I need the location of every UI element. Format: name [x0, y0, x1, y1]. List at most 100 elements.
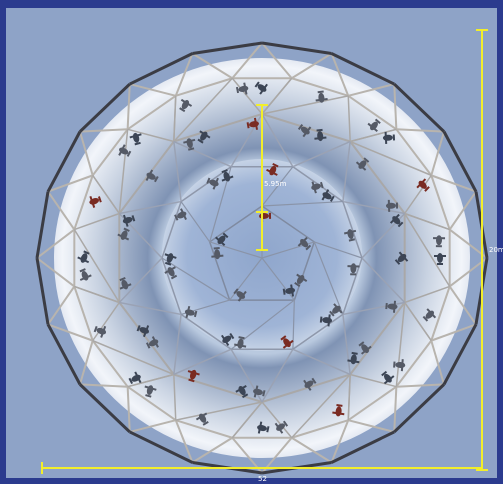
figure — [294, 273, 308, 287]
figure-limb — [170, 274, 178, 280]
figure — [254, 81, 268, 95]
frame-strut — [261, 42, 293, 79]
frame-strut — [92, 302, 120, 342]
frame-strut — [92, 339, 175, 376]
figure-limb — [183, 138, 196, 144]
frame-strut — [292, 140, 351, 168]
frame-strut — [192, 41, 263, 56]
frame-strut — [35, 257, 50, 325]
frame-strut — [173, 374, 177, 421]
frame-strut — [129, 52, 194, 86]
figure — [382, 131, 396, 144]
frame-strut — [342, 200, 405, 215]
frame-strut — [74, 212, 120, 231]
figure — [274, 420, 289, 434]
figure-limb — [119, 276, 126, 282]
figure-limb — [233, 288, 239, 295]
figure — [393, 359, 406, 372]
frame-strut — [348, 419, 395, 433]
frame-strut — [79, 383, 128, 388]
frame-strut — [449, 228, 488, 259]
figure-limb — [235, 86, 240, 94]
frame-strut — [395, 302, 406, 387]
figure-limb — [242, 393, 249, 399]
frame-strut — [127, 385, 177, 421]
frame-strut — [342, 201, 363, 259]
frame-strut — [35, 191, 50, 259]
figure-limb — [392, 300, 397, 313]
frame-strut — [396, 383, 445, 388]
figure — [234, 336, 247, 349]
figure-limb — [246, 122, 250, 129]
figure-limb — [128, 377, 134, 385]
frame-strut — [208, 241, 231, 301]
figure-limb — [311, 181, 317, 194]
figure-limb — [180, 98, 193, 107]
figure — [89, 195, 102, 208]
figure-limb — [235, 385, 247, 393]
figure-limb — [174, 214, 179, 221]
frame-strut — [313, 241, 344, 315]
figure — [416, 178, 430, 192]
figure — [332, 404, 345, 417]
figure — [358, 341, 372, 355]
frame-strut — [430, 175, 451, 230]
figure-limb — [179, 107, 186, 113]
frame-strut — [261, 41, 332, 56]
frame-strut — [314, 241, 363, 259]
figure-limb — [343, 229, 357, 235]
frame-strut — [129, 430, 194, 464]
figure — [282, 284, 296, 297]
figure-limb — [274, 422, 284, 434]
figure-body — [437, 253, 443, 263]
frame-strut — [46, 323, 82, 386]
figure-limb — [296, 273, 308, 283]
figure-limb — [381, 370, 388, 377]
frame-strut — [404, 212, 450, 231]
figure — [386, 199, 399, 212]
frame-strut — [395, 340, 433, 388]
frame-strut — [404, 213, 451, 287]
figure-limb — [221, 175, 234, 182]
frame-strut — [261, 373, 351, 403]
figure — [385, 300, 398, 313]
frame-strut — [348, 83, 395, 97]
figure-limb — [238, 336, 245, 340]
frame-strut — [92, 174, 120, 214]
figure — [367, 118, 381, 133]
frame-strut — [261, 205, 315, 243]
figure-limb — [355, 161, 367, 171]
figure — [77, 250, 90, 264]
frame-strut — [91, 128, 129, 176]
frame-strut — [175, 401, 263, 421]
figure-limb — [164, 261, 172, 266]
frame-strut — [231, 77, 263, 115]
frame-strut — [330, 53, 350, 97]
frame-strut — [261, 166, 294, 207]
figure — [144, 385, 157, 398]
figure — [174, 208, 187, 221]
frame-strut — [342, 314, 351, 375]
frame-strut — [393, 383, 446, 434]
frame-strut — [180, 313, 232, 350]
figure-limb — [211, 254, 224, 258]
frame-strut — [174, 419, 194, 463]
figure — [215, 232, 229, 247]
figure-limb — [314, 136, 327, 140]
figure-limb — [329, 310, 335, 317]
frame-strut — [36, 228, 75, 259]
figure-limb — [93, 325, 98, 333]
figure-limb — [215, 236, 226, 247]
figure-limb — [129, 133, 142, 139]
figure — [117, 227, 130, 241]
frame-strut — [173, 77, 233, 143]
frame-strut — [330, 52, 395, 86]
figure-limb — [187, 370, 200, 376]
figure-limb — [123, 227, 130, 232]
figure — [434, 253, 446, 265]
figure-limb — [347, 359, 360, 364]
figure-limb — [329, 195, 335, 202]
frame-strut — [180, 201, 211, 243]
figure-limb — [212, 177, 219, 190]
